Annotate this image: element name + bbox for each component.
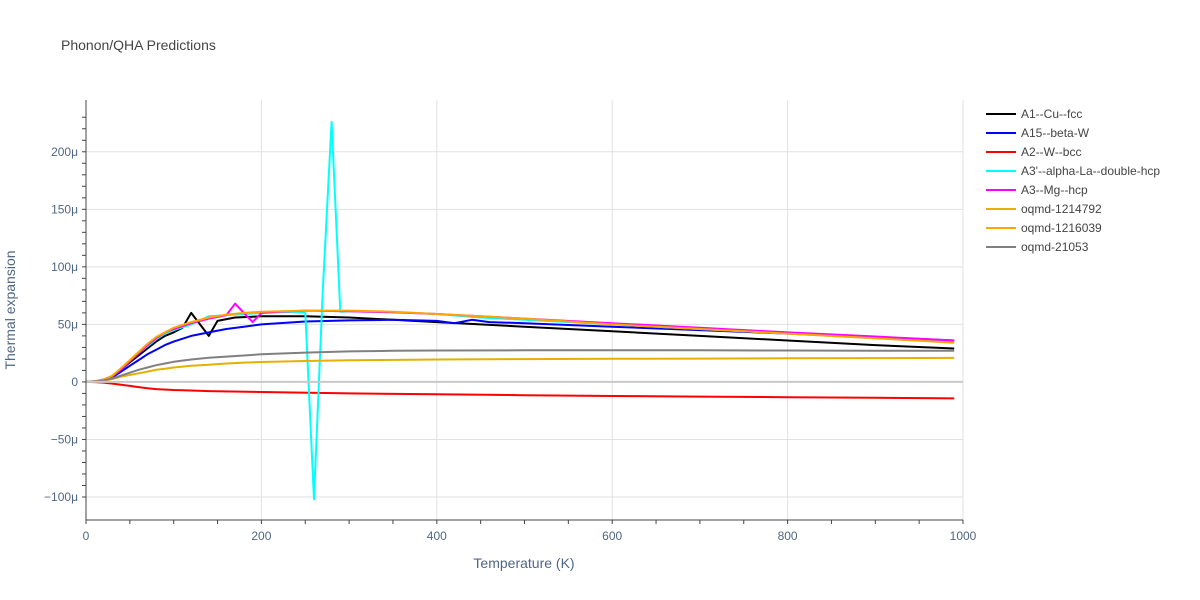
legend: A1--Cu--fcc A15--beta-W A2--W--bcc A3'--alp… <box>986 107 1160 254</box>
y-tick-label: 50μ <box>58 317 78 331</box>
legend-item[interactable]: oqmd-21053 <box>986 240 1089 254</box>
legend-item[interactable]: A3--Mg--hcp <box>986 183 1088 197</box>
y-tick-label: 200μ <box>51 145 78 159</box>
x-tick-label: 0 <box>83 529 90 543</box>
x-axis-title: Temperature (K) <box>473 555 574 571</box>
series-line-5 <box>85 356 955 383</box>
x-tick-label: 1000 <box>950 529 977 543</box>
legend-label: oqmd-21053 <box>1021 240 1089 254</box>
series-line-7 <box>85 349 955 383</box>
series-line-2 <box>85 380 955 400</box>
y-tick-label: 150μ <box>51 202 78 216</box>
y-tick-label: 0 <box>71 375 78 389</box>
x-tick-labels: 0 200 400 600 800 1000 <box>83 529 977 543</box>
x-tick-label: 200 <box>251 529 271 543</box>
y-tick-label: 100μ <box>51 260 78 274</box>
axes <box>82 100 964 524</box>
legend-item[interactable]: oqmd-1216039 <box>986 221 1102 235</box>
y-tick-labels: −100μ −50μ 0 50μ 100μ 150μ 200μ <box>44 145 78 504</box>
x-tick-label: 600 <box>602 529 622 543</box>
legend-label: A3--Mg--hcp <box>1021 183 1088 197</box>
y-axis-title: Thermal expansion <box>2 250 18 369</box>
grid <box>86 100 964 520</box>
legend-label: A3'--alpha-La--double-hcp <box>1021 164 1160 178</box>
series-line-1 <box>85 318 955 383</box>
y-tick-label: −100μ <box>44 490 78 504</box>
series-line-3 <box>85 120 955 501</box>
chart-title: Phonon/QHA Predictions <box>61 37 216 53</box>
legend-item[interactable]: A15--beta-W <box>986 126 1090 140</box>
y-tick-label: −50μ <box>51 432 78 446</box>
legend-item[interactable]: A1--Cu--fcc <box>986 107 1082 121</box>
legend-label: oqmd-1216039 <box>1021 221 1102 235</box>
series-line-6 <box>85 309 955 383</box>
x-tick-label: 400 <box>427 529 447 543</box>
legend-item[interactable]: A3'--alpha-La--double-hcp <box>986 164 1160 178</box>
legend-label: oqmd-1214792 <box>1021 202 1102 216</box>
legend-label: A15--beta-W <box>1021 126 1090 140</box>
x-tick-label: 800 <box>778 529 798 543</box>
legend-item[interactable]: A2--W--bcc <box>986 145 1081 159</box>
plot-lines <box>85 120 955 501</box>
legend-label: A2--W--bcc <box>1021 145 1081 159</box>
legend-label: A1--Cu--fcc <box>1021 107 1082 121</box>
legend-item[interactable]: oqmd-1214792 <box>986 202 1102 216</box>
